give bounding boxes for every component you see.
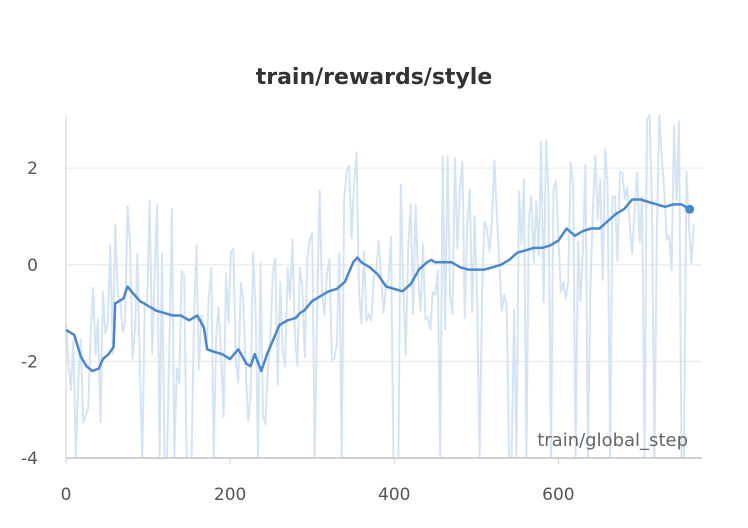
smoothed-series-line xyxy=(65,198,691,373)
x-tick-label: 400 xyxy=(378,485,410,505)
x-tick-label: 0 xyxy=(61,485,72,505)
raw-series-line xyxy=(65,114,695,459)
x-axis-label: train/global_step xyxy=(537,430,688,451)
axes xyxy=(65,115,702,464)
raw-series-band xyxy=(65,114,695,459)
smoothed-series xyxy=(65,198,695,373)
tick-labels: -4 -2 0 2 0 200 400 600 xyxy=(21,159,575,505)
chart-title: train/rewards/style xyxy=(256,65,493,90)
y-tick-label: -2 xyxy=(21,352,38,372)
last-point-marker xyxy=(685,204,695,214)
y-tick-label: 0 xyxy=(27,256,38,276)
y-tick-label: 2 xyxy=(27,159,38,179)
x-tick-label: 600 xyxy=(542,485,574,505)
x-tick-label: 200 xyxy=(214,485,246,505)
y-tick-label: -4 xyxy=(21,449,38,469)
